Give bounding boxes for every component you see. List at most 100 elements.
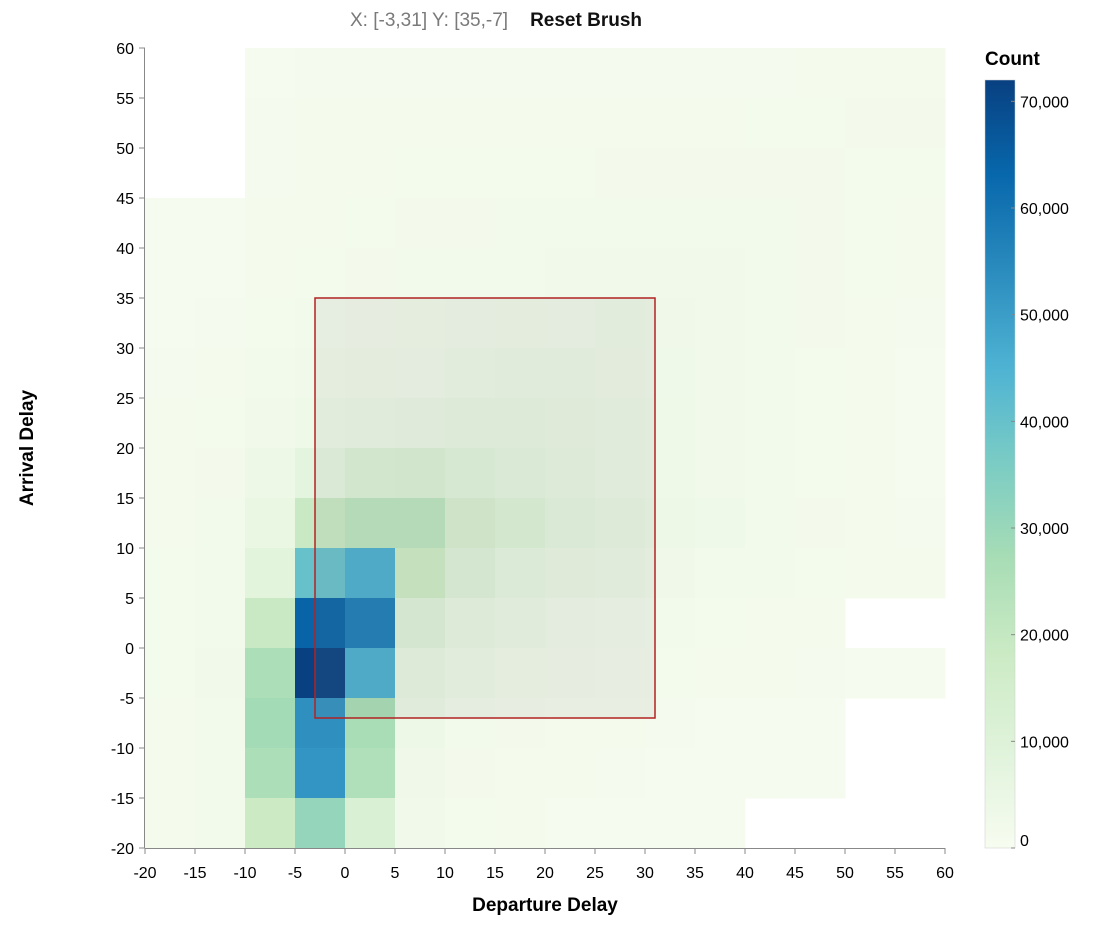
heatmap-cell (145, 548, 196, 599)
heatmap-cell (695, 198, 746, 249)
heatmap-cell (795, 98, 846, 149)
heatmap-cell (295, 248, 346, 299)
heatmap-cell (445, 598, 496, 649)
heatmap-cell (695, 348, 746, 399)
y-tick-label: 35 (116, 291, 134, 308)
heatmap-cell (145, 298, 196, 349)
heatmap-cell (295, 648, 346, 699)
heatmap-cell (495, 648, 546, 699)
heatmap-cell (695, 98, 746, 149)
heatmap-cell (845, 148, 896, 199)
heatmap-cell (445, 448, 496, 499)
legend-tick-label: 50,000 (1020, 308, 1069, 325)
brush-selection[interactable] (314, 297, 656, 719)
heatmap-cell (695, 148, 746, 199)
heatmap-cell (295, 198, 346, 249)
heatmap-cell (645, 698, 696, 749)
legend-tick-label: 30,000 (1020, 521, 1069, 538)
heatmap-cell (445, 48, 496, 99)
heatmap-cell (545, 748, 596, 799)
heatmap-cell (245, 748, 296, 799)
heatmap-cell (345, 198, 396, 249)
heatmap-cell (395, 498, 446, 549)
heatmap-cell (295, 348, 346, 399)
heatmap-cell (495, 48, 546, 99)
heatmap-cell (395, 698, 446, 749)
legend-tick-label: 0 (1020, 833, 1029, 850)
heatmap-cell (745, 748, 796, 799)
x-tick-label: 50 (836, 865, 854, 882)
y-tick-label: 10 (116, 541, 134, 558)
heatmap-cell (545, 648, 596, 699)
y-axis: -20 -15 -10 -5 0 5 10 15 20 25 30 35 40 45 50 55 60 (111, 41, 145, 858)
heatmap-cell (145, 448, 196, 499)
heatmap-cell (845, 448, 896, 499)
heatmap-cell (545, 548, 596, 599)
heatmap-cell (895, 448, 946, 499)
heatmap-cell (445, 398, 496, 449)
heatmap-cell (495, 248, 546, 299)
y-tick-label: -5 (120, 691, 134, 708)
heatmap-cell (745, 398, 796, 449)
heatmap-cell (495, 598, 546, 649)
x-tick-label: 0 (341, 865, 350, 882)
heatmap-cell (895, 348, 946, 399)
heatmap-cell (295, 48, 346, 99)
legend-tick-label: 10,000 (1020, 734, 1069, 751)
heatmap-cell (145, 248, 196, 299)
heatmap-cell (545, 448, 596, 499)
heatmap-cell (345, 398, 396, 449)
heatmap-cell (645, 798, 696, 849)
heatmap-cell (595, 248, 646, 299)
heatmap-cell (245, 148, 296, 199)
heatmap-cell (495, 148, 546, 199)
heatmap-cell (395, 348, 446, 399)
heatmap-cell (495, 698, 546, 749)
y-tick-label: 20 (116, 441, 134, 458)
heatmap-cell (195, 748, 246, 799)
y-tick-label: -15 (111, 791, 134, 808)
heatmap-cell (545, 348, 596, 399)
heatmap-cell (745, 48, 796, 99)
heatmap-cell (645, 648, 696, 699)
y-tick-label: 50 (116, 141, 134, 158)
heatmap-cell (145, 648, 196, 699)
heatmap-cell (245, 698, 296, 749)
heatmap-cell (345, 48, 396, 99)
heatmap-cell (845, 648, 896, 699)
heatmap-cell (595, 98, 646, 149)
reset-brush-button[interactable]: Reset Brush (530, 10, 642, 31)
heatmap-cell (295, 98, 346, 149)
heatmap-cell (695, 398, 746, 449)
brush-layer[interactable] (314, 297, 656, 719)
heatmap-cell (245, 498, 296, 549)
heatmap-cell (195, 348, 246, 399)
heatmap-cell (645, 598, 696, 649)
x-tick-label: -15 (183, 865, 206, 882)
heatmap-cell (695, 298, 746, 349)
heatmap-cell (845, 398, 896, 449)
y-tick-label: 25 (116, 391, 134, 408)
heatmap-cell (695, 748, 746, 799)
heatmap-cell (245, 548, 296, 599)
y-tick-label: 5 (125, 591, 134, 608)
heatmap-cell (245, 398, 296, 449)
heatmap-cell (745, 548, 796, 599)
heatmap-cell (645, 98, 696, 149)
heatmap-cell (545, 198, 596, 249)
heatmap-cell (545, 598, 596, 649)
heatmap-cell (695, 548, 746, 599)
heatmap-cell (145, 398, 196, 449)
heatmap-cell (895, 198, 946, 249)
heatmap-cell (345, 798, 396, 849)
heatmap-cell (795, 748, 846, 799)
heatmap-cell (295, 548, 346, 599)
heatmap-cell (195, 648, 246, 699)
heatmap-cell (645, 148, 696, 199)
heatmap-cell (295, 498, 346, 549)
heatmap-cell (495, 198, 546, 249)
heatmap-cell (445, 198, 496, 249)
heatmap-cell (745, 698, 796, 749)
heatmap-cell (495, 498, 546, 549)
